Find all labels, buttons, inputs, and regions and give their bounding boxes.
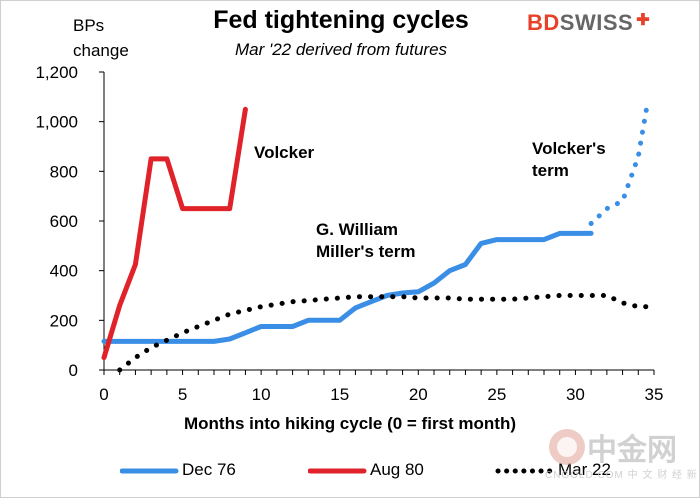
- legend-item-mar22: Mar 22: [494, 459, 644, 483]
- brand-logo: BDSWISS ✚: [527, 10, 650, 36]
- annotation-volcker-term-line2: term: [532, 161, 569, 180]
- swiss-cross-icon: ✚: [636, 12, 651, 29]
- y-tick-label: 400: [50, 262, 78, 281]
- x-tick-label: 20: [409, 385, 428, 404]
- legend-item-dec76: Dec 76: [120, 459, 270, 483]
- annotation-miller-line1: G. William: [316, 220, 399, 239]
- series-layer: [101, 99, 657, 373]
- x-tick-label: 30: [566, 385, 585, 404]
- x-tick-label: 5: [178, 385, 187, 404]
- y-tick-label: 1,000: [35, 113, 78, 132]
- legend-label-dec76: Dec 76: [182, 460, 236, 479]
- chart-title: Fed tightening cycles: [213, 6, 469, 34]
- annotation-miller-term: G. William Miller's term: [316, 219, 415, 263]
- legend-label-mar22: Mar 22: [558, 460, 611, 479]
- brand-bd: BD: [527, 10, 560, 35]
- y-tick-label: 1,200: [35, 63, 78, 82]
- y-axis-label: BPs change: [73, 13, 129, 63]
- annotation-volcker: Volcker: [254, 142, 314, 164]
- x-axis-label: Months into hiking cycle (0 = first mont…: [184, 414, 516, 433]
- y-tick-label: 200: [50, 311, 78, 330]
- watermark-sub-text: CNGOLD.COM 中 文 财 经 新 媒 体: [545, 470, 700, 481]
- series-line-dec-76: [101, 230, 594, 344]
- y-axis-label-line1: BPs: [73, 16, 105, 35]
- annotation-volcker-term-line1: Volcker's: [532, 139, 606, 158]
- legend-item-aug80: Aug 80: [308, 459, 458, 483]
- chart-subtitle: Mar '22 derived from futures: [234, 40, 448, 59]
- x-tick-label: 0: [99, 385, 108, 404]
- annotation-volcker-term: Volcker's term: [532, 138, 606, 182]
- series-line-aug-80: [101, 106, 248, 361]
- x-tick-label: 25: [487, 385, 506, 404]
- annotation-miller-line2: Miller's term: [316, 242, 416, 261]
- axes: 0 200 400 600 800 1,000 1,200 0 5 10 15 20 25 30 35: [35, 63, 663, 404]
- annotation-volcker-line1: Volcker: [254, 143, 315, 162]
- legend-label-aug80: Aug 80: [370, 460, 424, 479]
- brand-swiss: SWISS: [559, 10, 634, 35]
- y-tick-label: 800: [50, 162, 78, 181]
- y-tick-label: 0: [69, 361, 78, 380]
- x-tick-label: 10: [252, 385, 271, 404]
- y-axis-label-line2: change: [73, 41, 129, 60]
- series-line-mar-22: [117, 293, 657, 373]
- watermark-main-text: 中金网: [587, 433, 677, 468]
- x-tick-label: 15: [330, 385, 349, 404]
- watermark-logo-icon: [549, 429, 585, 465]
- y-tick-label: 600: [50, 212, 78, 231]
- watermark: 中金网 CNGOLD.COM 中 文 财 经 新 媒 体: [545, 425, 700, 490]
- legend: Dec 76 Aug 80 Mar 22: [0, 459, 700, 483]
- x-tick-label: 35: [645, 385, 664, 404]
